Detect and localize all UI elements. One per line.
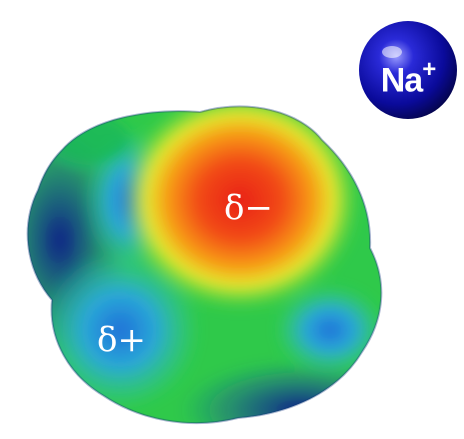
molecule-surface [27, 106, 382, 424]
partial-positive-label: δ+ [97, 320, 146, 360]
sodium-ion-sphere [359, 21, 457, 119]
ion-charge: + [422, 56, 436, 83]
sodium-ion-label: Na+ [360, 52, 456, 100]
partial-negative-label: δ− [224, 188, 273, 228]
ion-symbol: Na [380, 61, 423, 100]
